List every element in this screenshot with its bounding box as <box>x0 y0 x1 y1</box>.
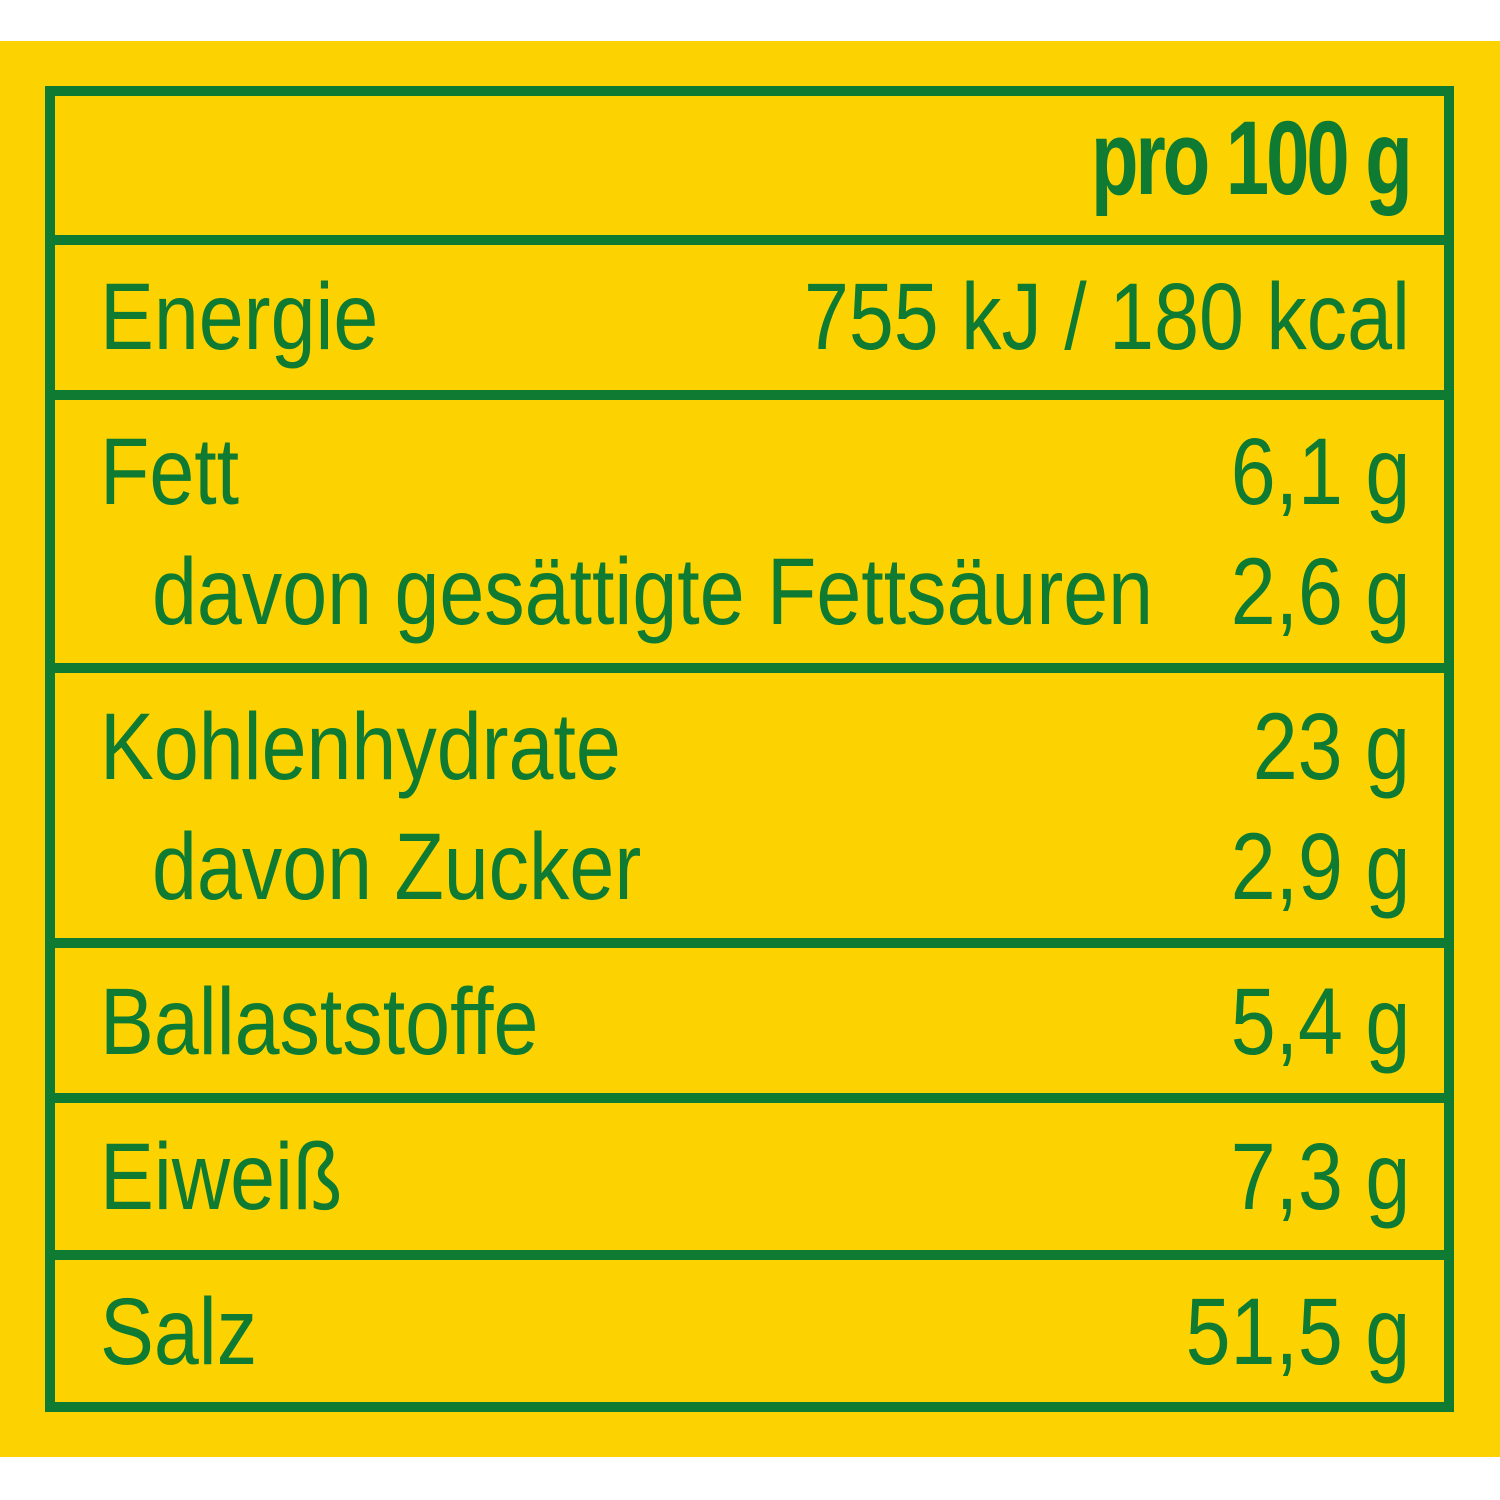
value-zucker: 2,9 g <box>1230 814 1410 920</box>
value-eiweiss: 7,3 g <box>1230 1124 1410 1230</box>
label-fett: Fett <box>100 419 240 525</box>
label-energie: Energie <box>100 264 379 370</box>
value-kohlenhydrate: 23 g <box>1252 694 1410 800</box>
value-fett: 6,1 g <box>1230 419 1410 525</box>
value-energie: 755 kJ / 180 kcal <box>804 264 1410 370</box>
row-divider <box>45 1250 1454 1260</box>
label-ballaststoffe: Ballaststoffe <box>100 969 539 1075</box>
label-zucker: davon Zucker <box>152 814 642 920</box>
nutrition-table-border <box>45 86 1454 1412</box>
row-divider <box>45 938 1454 948</box>
value-ballaststoffe: 5,4 g <box>1230 969 1410 1075</box>
value-gesaettigte-fettsaeuren: 2,6 g <box>1230 539 1410 645</box>
label-eiweiss: Eiweiß <box>100 1124 343 1230</box>
label-kohlenhydrate: Kohlenhydrate <box>100 694 621 800</box>
row-divider <box>45 1093 1454 1103</box>
value-salz: 51,5 g <box>1185 1279 1410 1385</box>
label-salz: Salz <box>100 1279 258 1385</box>
label-gesaettigte-fettsaeuren: davon gesättigte Fettsäuren <box>152 539 1154 645</box>
column-header-per-100g: pro 100 g <box>1091 100 1413 217</box>
row-divider <box>45 663 1454 673</box>
row-divider <box>45 390 1454 400</box>
nutrition-panel <box>0 41 1500 1457</box>
row-divider <box>45 235 1454 245</box>
